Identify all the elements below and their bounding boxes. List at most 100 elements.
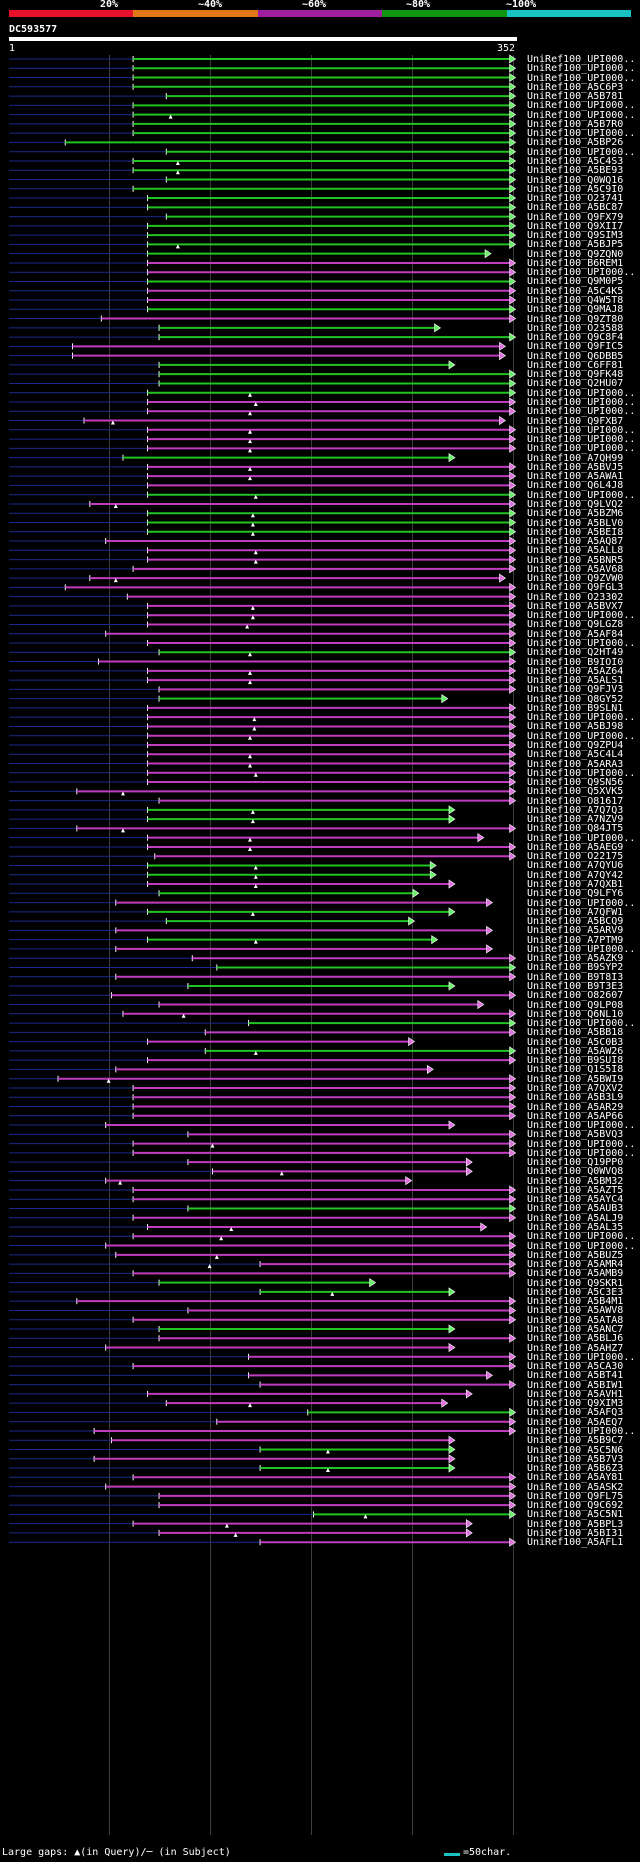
hit-label[interactable]: UniRef100_A5BUZ5 [527, 1249, 624, 1261]
hit-label[interactable]: UniRef100_Q9SIM3 [527, 230, 624, 242]
hit-label[interactable]: UniRef100_Q9FJV3 [527, 684, 624, 696]
hit-label[interactable]: UniRef100_UPI000.. [527, 128, 636, 140]
hit-label[interactable]: UniRef100_A5AP66 [527, 1110, 624, 1122]
hit-label[interactable]: UniRef100_A5BPL3 [527, 1518, 624, 1530]
hit-label[interactable]: UniRef100_A5AWV8 [527, 1305, 624, 1317]
hit-label[interactable]: UniRef100_A5C9I0 [527, 183, 624, 195]
hit-label[interactable]: UniRef100_Q0WVQ8 [527, 1166, 624, 1178]
hit-label[interactable]: UniRef100_Q9ZPU4 [527, 739, 624, 751]
hit-label[interactable]: UniRef100_UPI000.. [527, 267, 636, 279]
hit-label[interactable]: UniRef100_A5BWI9 [527, 1073, 624, 1085]
hit-label[interactable]: UniRef100_A5BVQ3 [527, 1129, 624, 1141]
hit-label[interactable]: UniRef100_A5AVH1 [527, 1388, 624, 1400]
hit-label[interactable]: UniRef100_Q9ZT80 [527, 313, 624, 325]
hit-label[interactable]: UniRef100_A5ANC7 [527, 1323, 624, 1335]
hit-label[interactable]: UniRef100_A5AR29 [527, 1101, 624, 1113]
hit-label[interactable]: UniRef100_A5ASK2 [527, 1481, 624, 1493]
hit-label[interactable]: UniRef100_UPI000.. [527, 146, 636, 158]
hit-label[interactable]: UniRef100_A5BJP5 [527, 239, 624, 251]
hit-label[interactable]: UniRef100_A5AEQ7 [527, 1416, 624, 1428]
hit-label[interactable]: UniRef100_Q1S5I8 [527, 1064, 624, 1076]
hit-label[interactable]: UniRef100_UPI000.. [527, 424, 636, 436]
hit-label[interactable]: UniRef100_Q9FGL3 [527, 582, 624, 594]
hit-label[interactable]: UniRef100_A5BP26 [527, 137, 624, 149]
hit-label[interactable]: UniRef100_UPI000.. [527, 100, 636, 112]
hit-label[interactable]: UniRef100_A7Q7Q3 [527, 804, 624, 816]
hit-label[interactable]: UniRef100_A7PTM9 [527, 934, 624, 946]
hit-label[interactable]: UniRef100_A5AMB9 [527, 1268, 624, 1280]
hit-label[interactable]: UniRef100_A5BE93 [527, 165, 624, 177]
hit-label[interactable]: UniRef100_A5C3E3 [527, 1286, 624, 1298]
hit-label[interactable]: UniRef100_A5BEI8 [527, 526, 624, 538]
hit-label[interactable]: UniRef100_O81617 [527, 795, 624, 807]
hit-label[interactable]: UniRef100_A5ARA3 [527, 758, 624, 770]
hit-label[interactable]: UniRef100_Q9SN56 [527, 777, 624, 789]
hit-label[interactable]: UniRef100_A5C5N1 [527, 1509, 624, 1521]
hit-label[interactable]: UniRef100_A5BNR5 [527, 554, 624, 566]
hit-label[interactable]: UniRef100_Q19PP0 [527, 1157, 624, 1169]
hit-label[interactable]: UniRef100_Q9FXB7 [527, 415, 624, 427]
hit-label[interactable]: UniRef100_Q9SKR1 [527, 1277, 624, 1289]
hit-label[interactable]: UniRef100_Q9XIM3 [527, 1398, 624, 1410]
hit-label[interactable]: UniRef100_A5AV68 [527, 563, 624, 575]
hit-label[interactable]: UniRef100_UPI000.. [527, 730, 636, 742]
hit-label[interactable]: UniRef100_A5BZM6 [527, 508, 624, 520]
hit-label[interactable]: UniRef100_A5AQ87 [527, 536, 624, 548]
hit-label[interactable]: UniRef100_A5BM32 [527, 1175, 624, 1187]
hit-label[interactable]: UniRef100_A5AY81 [527, 1472, 624, 1484]
hit-label[interactable]: UniRef100_B9SUI8 [527, 1055, 624, 1067]
hit-label[interactable]: UniRef100_A5C4K5 [527, 285, 624, 297]
hit-label[interactable]: UniRef100_UPI000.. [527, 712, 636, 724]
hit-label[interactable]: UniRef100_A5AHZ7 [527, 1342, 624, 1354]
hit-label[interactable]: UniRef100_Q4W5T8 [527, 295, 624, 307]
hit-label[interactable]: UniRef100_O22175 [527, 851, 624, 863]
hit-label[interactable]: UniRef100_Q9MAJ8 [527, 304, 624, 316]
hit-label[interactable]: UniRef100_Q9FK48 [527, 369, 624, 381]
hit-label[interactable]: UniRef100_O23302 [527, 591, 624, 603]
hit-label[interactable]: UniRef100_A5AZ64 [527, 665, 624, 677]
hit-label[interactable]: UniRef100_A7QH99 [527, 452, 624, 464]
hit-label[interactable]: UniRef100_A5B6Z3 [527, 1463, 624, 1475]
hit-label[interactable]: UniRef100_A5AFQ3 [527, 1407, 624, 1419]
hit-label[interactable]: UniRef100_A5AL35 [527, 1222, 624, 1234]
hit-label[interactable]: UniRef100_Q9LFY6 [527, 888, 624, 900]
hit-label[interactable]: UniRef100_A5AF84 [527, 628, 624, 640]
hit-label[interactable]: UniRef100_Q2HT49 [527, 647, 624, 659]
hit-label[interactable]: UniRef100_UPI000.. [527, 832, 636, 844]
hit-label[interactable]: UniRef100_B9T8I3 [527, 971, 624, 983]
hit-label[interactable]: UniRef100_B9T3E3 [527, 981, 624, 992]
hit-label[interactable]: UniRef100_B6REM1 [527, 257, 624, 269]
hit-label[interactable]: UniRef100_A5C0B3 [527, 1036, 624, 1048]
hit-label[interactable]: UniRef100_A5ALJ9 [527, 1212, 624, 1224]
hit-label[interactable]: UniRef100_A5ATA8 [527, 1314, 624, 1326]
hit-label[interactable]: UniRef100_UPI000.. [527, 387, 636, 399]
hit-label[interactable]: UniRef100_UPI000.. [527, 54, 636, 65]
hit-label[interactable]: UniRef100_UPI000.. [527, 406, 636, 418]
hit-label[interactable]: UniRef100_UPI000.. [527, 897, 636, 909]
hit-label[interactable]: UniRef100_Q9LVQ2 [527, 498, 624, 510]
hit-label[interactable]: UniRef100_Q9ZQN0 [527, 248, 624, 260]
hit-label[interactable]: UniRef100_Q9C692 [527, 1500, 624, 1512]
hit-label[interactable]: UniRef100_UPI000.. [527, 396, 636, 408]
hit-label[interactable]: UniRef100_O23741 [527, 193, 624, 205]
hit-label[interactable]: UniRef100_A5B4M1 [527, 1296, 624, 1308]
hit-label[interactable]: UniRef100_Q5XVK5 [527, 786, 624, 798]
hit-label[interactable]: UniRef100_A5B7R0 [527, 118, 624, 130]
hit-label[interactable]: UniRef100_UPI000.. [527, 1018, 636, 1030]
hit-label[interactable]: UniRef100_A5BI31 [527, 1527, 624, 1539]
hit-label[interactable]: UniRef100_A5BJ98 [527, 721, 624, 733]
hit-label[interactable]: UniRef100_A5AMR4 [527, 1259, 624, 1271]
hit-label[interactable]: UniRef100_A5BIW1 [527, 1379, 624, 1391]
hit-label[interactable]: UniRef100_A5BC87 [527, 202, 624, 214]
hit-label[interactable]: UniRef100_UPI000.. [527, 109, 636, 121]
hit-label[interactable]: UniRef100_A5AZT5 [527, 1184, 624, 1196]
hit-label[interactable]: UniRef100_A5ALL8 [527, 545, 624, 557]
hit-label[interactable]: UniRef100_A7QXV2 [527, 1082, 624, 1094]
hit-label[interactable]: UniRef100_A5B9C7 [527, 1435, 624, 1447]
hit-label[interactable]: UniRef100_A5C5N6 [527, 1444, 624, 1456]
hit-label[interactable]: UniRef100_Q9FX79 [527, 211, 624, 223]
hit-label[interactable]: UniRef100_A5B781 [527, 91, 624, 103]
hit-label[interactable]: UniRef100_A7QY42 [527, 869, 624, 881]
hit-label[interactable]: UniRef100_Q9FIC5 [527, 341, 624, 353]
hit-label[interactable]: UniRef100_A5BLV0 [527, 517, 624, 529]
